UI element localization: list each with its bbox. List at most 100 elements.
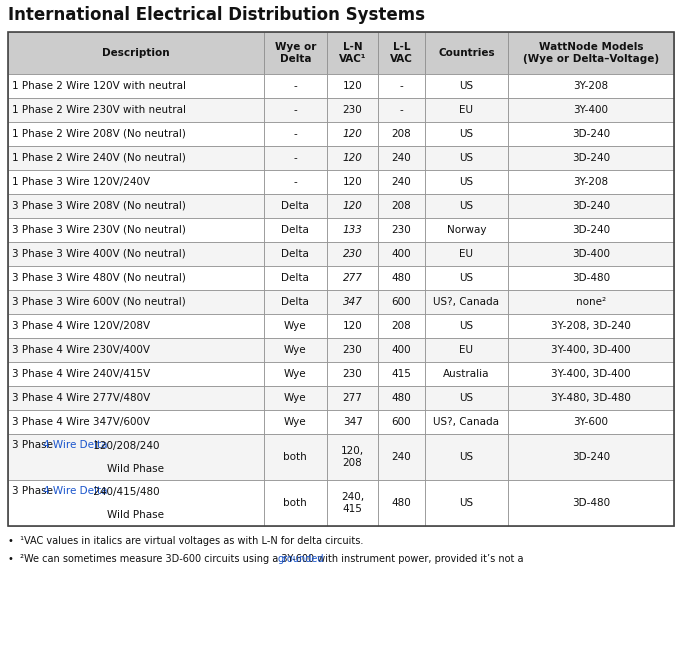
Text: 240: 240 — [391, 177, 411, 187]
Text: Wye: Wye — [284, 369, 307, 379]
Bar — [327, 362, 379, 386]
Text: 230: 230 — [343, 345, 363, 355]
Text: 3Y-208: 3Y-208 — [574, 177, 609, 187]
Bar — [327, 314, 379, 338]
Bar — [425, 32, 508, 74]
Bar — [379, 314, 425, 338]
Bar — [327, 194, 379, 218]
Bar — [425, 434, 508, 480]
Text: Norway: Norway — [447, 225, 486, 235]
Bar — [263, 362, 327, 386]
Text: •  ¹VAC values in italics are virtual voltages as with L-N for delta circuits.: • ¹VAC values in italics are virtual vol… — [8, 536, 364, 546]
Bar — [379, 194, 425, 218]
Text: 3Y-400, 3D-400: 3Y-400, 3D-400 — [551, 369, 631, 379]
Bar — [425, 146, 508, 170]
Text: 3 Phase 4 Wire 240V/415V: 3 Phase 4 Wire 240V/415V — [12, 369, 150, 379]
Text: -: - — [400, 105, 403, 115]
Text: US?, Canada: US?, Canada — [434, 417, 499, 427]
Text: 1 Phase 3 Wire 120V/240V: 1 Phase 3 Wire 120V/240V — [12, 177, 150, 187]
Text: 3Y-600: 3Y-600 — [574, 417, 608, 427]
Bar — [379, 218, 425, 242]
Text: 230: 230 — [343, 105, 363, 115]
Bar — [425, 122, 508, 146]
Bar — [379, 480, 425, 526]
Text: -: - — [293, 105, 297, 115]
Bar — [263, 480, 327, 526]
Text: US: US — [460, 321, 473, 331]
Bar — [8, 338, 263, 362]
Text: 277: 277 — [342, 393, 363, 403]
Text: -: - — [293, 81, 297, 91]
Bar — [508, 362, 674, 386]
Text: 3D-480: 3D-480 — [572, 498, 610, 508]
Bar — [425, 410, 508, 434]
Text: 480: 480 — [391, 498, 411, 508]
Bar — [425, 386, 508, 410]
Bar — [8, 434, 263, 480]
Text: 120: 120 — [342, 201, 363, 211]
Text: EU: EU — [460, 249, 473, 259]
Text: Delta: Delta — [282, 201, 309, 211]
Text: 133: 133 — [342, 225, 363, 235]
Bar — [508, 98, 674, 122]
Bar — [508, 170, 674, 194]
Text: 230: 230 — [343, 369, 363, 379]
Text: 120: 120 — [342, 129, 363, 139]
Bar — [379, 338, 425, 362]
Text: 347: 347 — [342, 417, 363, 427]
Text: 3 Phase 4 Wire 230V/400V: 3 Phase 4 Wire 230V/400V — [12, 345, 150, 355]
Text: Wye or
Delta: Wye or Delta — [275, 42, 316, 64]
Text: 3D-400: 3D-400 — [572, 249, 610, 259]
Bar — [379, 410, 425, 434]
Bar — [263, 338, 327, 362]
Text: 347: 347 — [342, 297, 363, 307]
Text: 3Y-208: 3Y-208 — [574, 81, 609, 91]
Text: 120: 120 — [343, 321, 363, 331]
Bar — [8, 314, 263, 338]
Bar — [8, 32, 263, 74]
Text: US: US — [460, 81, 473, 91]
Bar — [508, 146, 674, 170]
Bar — [327, 218, 379, 242]
Text: 3Y-400: 3Y-400 — [574, 105, 608, 115]
Bar — [379, 170, 425, 194]
Bar — [263, 98, 327, 122]
Bar — [327, 480, 379, 526]
Bar — [508, 32, 674, 74]
Bar — [8, 242, 263, 266]
Text: 120: 120 — [343, 177, 363, 187]
Bar — [508, 122, 674, 146]
Bar — [327, 290, 379, 314]
Bar — [8, 122, 263, 146]
Text: 3D-240: 3D-240 — [572, 201, 610, 211]
Text: L-N
VAC¹: L-N VAC¹ — [339, 42, 366, 64]
Text: -: - — [293, 129, 297, 139]
Text: 3D-480: 3D-480 — [572, 273, 610, 283]
Bar — [425, 314, 508, 338]
Text: -: - — [293, 153, 297, 163]
Text: US: US — [460, 393, 473, 403]
Text: 1 Phase 2 Wire 230V with neutral: 1 Phase 2 Wire 230V with neutral — [12, 105, 186, 115]
Bar — [327, 170, 379, 194]
Text: 208: 208 — [391, 201, 411, 211]
Bar — [8, 146, 263, 170]
Bar — [425, 170, 508, 194]
Bar — [327, 266, 379, 290]
Bar — [8, 362, 263, 386]
Text: -: - — [293, 177, 297, 187]
Text: 120/208/240: 120/208/240 — [90, 441, 160, 450]
Bar — [508, 314, 674, 338]
Bar — [263, 266, 327, 290]
Text: Wild Phase: Wild Phase — [107, 463, 164, 473]
Bar — [425, 218, 508, 242]
Text: US: US — [460, 498, 473, 508]
Text: 3 Phase 3 Wire 230V (No neutral): 3 Phase 3 Wire 230V (No neutral) — [12, 225, 186, 235]
Text: Countries: Countries — [438, 48, 494, 58]
Bar — [508, 338, 674, 362]
Text: WattNode Models
(Wye or Delta–Voltage): WattNode Models (Wye or Delta–Voltage) — [523, 42, 659, 64]
Text: 400: 400 — [391, 345, 411, 355]
Bar — [508, 74, 674, 98]
Bar — [327, 386, 379, 410]
Bar — [508, 410, 674, 434]
Bar — [327, 242, 379, 266]
